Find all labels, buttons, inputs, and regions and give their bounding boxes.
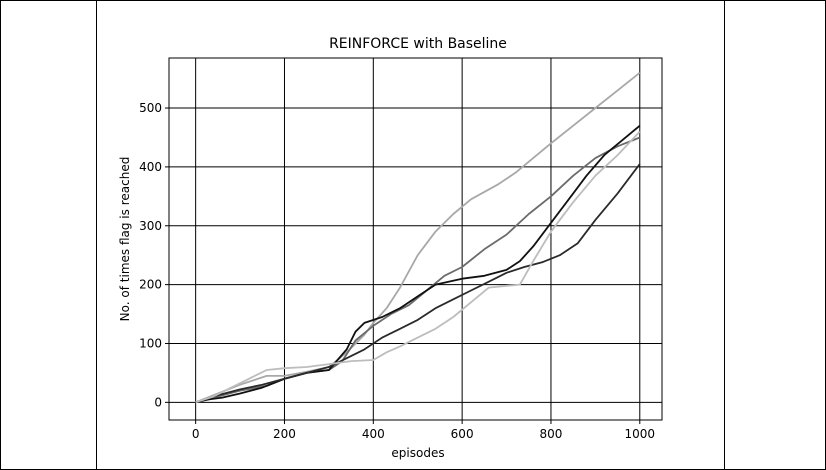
grid <box>169 58 662 420</box>
x-tick-label: 600 <box>451 427 474 441</box>
y-tick-label: 200 <box>139 278 162 292</box>
y-tick-label: 400 <box>139 160 162 174</box>
series-line-2 <box>195 136 641 404</box>
y-tick-label: 300 <box>139 219 162 233</box>
axis-ticks: 0 200 400 600 800 1000 0 100 200 300 400 500 <box>139 101 655 441</box>
series-line-3 <box>195 125 641 404</box>
series-line-5 <box>195 130 641 404</box>
y-axis-label: No. of times flag is reached <box>118 157 132 322</box>
plot-area-frame <box>168 57 663 421</box>
chart-title: REINFORCE with Baseline <box>329 36 507 52</box>
x-tick-label: 400 <box>362 427 385 441</box>
x-tick-label: 0 <box>192 427 200 441</box>
right-divider <box>724 0 725 470</box>
x-tick-label: 1000 <box>625 427 656 441</box>
series-lines <box>195 71 641 404</box>
series-line-1 <box>195 71 641 404</box>
series-line-4 <box>195 163 641 404</box>
y-tick-label: 0 <box>154 395 162 409</box>
y-tick-label: 500 <box>139 101 162 115</box>
left-divider <box>96 0 97 470</box>
x-axis-label: episodes <box>391 446 444 460</box>
x-tick-label: 800 <box>540 427 563 441</box>
y-tick-label: 100 <box>139 336 162 350</box>
x-tick-label: 200 <box>273 427 296 441</box>
